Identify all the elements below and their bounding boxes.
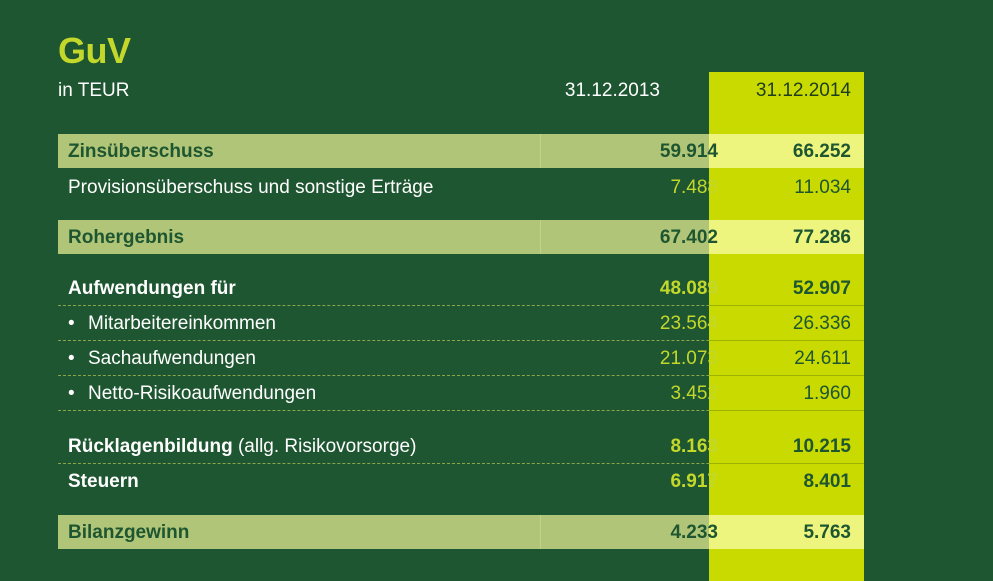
value-2013: 59.914 <box>659 141 718 162</box>
row-divider <box>58 463 864 464</box>
value-2013: 67.402 <box>659 227 718 248</box>
row-divider-highlight <box>709 375 864 376</box>
row-label: Mitarbeitereinkommen <box>88 313 276 334</box>
row-divider <box>58 340 864 341</box>
column-header-2013: 31.12.2013 <box>564 80 660 101</box>
value-2013: 7.488 <box>670 177 718 198</box>
row-divider-highlight <box>709 463 864 464</box>
value-2014: 11.034 <box>794 177 851 198</box>
row-label: Aufwendungen für <box>68 278 236 299</box>
bullet-icon: • <box>68 383 75 404</box>
column-header-2014: 31.12.2014 <box>755 80 851 101</box>
row-ruecklagen: Rücklagenbildung (allg. Risikovorsorge) … <box>58 429 864 463</box>
row-divider <box>58 410 864 411</box>
value-2014: 24.611 <box>794 348 851 369</box>
row-sachaufwendungen: • Sachaufwendungen 21.073 24.611 <box>58 341 864 375</box>
row-label: Steuern <box>68 471 139 492</box>
row-label: Zinsüberschuss <box>68 141 214 162</box>
value-2014: 10.215 <box>792 436 851 457</box>
row-label: Provisionsüberschuss und sonstige Erträg… <box>68 177 434 198</box>
value-2013: 6.917 <box>670 471 718 492</box>
row-mitarbeiter: • Mitarbeitereinkommen 23.564 26.336 <box>58 306 864 340</box>
row-label: Sachaufwendungen <box>88 348 256 369</box>
row-divider-highlight <box>709 305 864 306</box>
row-bilanzgewinn: Bilanzgewinn 4.233 5.763 <box>58 515 864 549</box>
row-steuern: Steuern 6.917 8.401 <box>58 464 864 498</box>
row-divider-highlight <box>709 340 864 341</box>
page-title: GuV <box>58 30 131 71</box>
value-2013: 3.452 <box>670 383 718 404</box>
row-divider <box>58 375 864 376</box>
value-2013: 21.073 <box>659 348 718 369</box>
value-2014: 66.252 <box>792 141 851 162</box>
value-2014: 1.960 <box>803 383 851 404</box>
value-2013: 4.233 <box>670 522 718 543</box>
row-note: (allg. Risikovorsorge) <box>237 436 417 457</box>
bullet-icon: • <box>68 313 75 334</box>
unit-label: in TEUR <box>58 80 130 101</box>
value-2013: 48.089 <box>659 278 718 299</box>
row-label: Netto-Risikoaufwendungen <box>88 383 317 404</box>
value-2014: 77.286 <box>792 227 851 248</box>
value-2014: 52.907 <box>792 278 851 299</box>
row-risiko: • Netto-Risikoaufwendungen 3.452 1.960 <box>58 376 864 410</box>
row-rohergebnis: Rohergebnis 67.402 77.286 <box>58 220 864 254</box>
row-label: Bilanzgewinn <box>68 522 190 543</box>
value-2014: 5.763 <box>803 522 851 543</box>
row-label: Rohergebnis <box>68 227 185 248</box>
row-label: Rücklagenbildung <box>68 436 233 457</box>
value-2013: 23.564 <box>659 313 718 334</box>
value-2013: 8.163 <box>670 436 718 457</box>
row-divider <box>58 305 864 306</box>
value-2014: 8.401 <box>803 471 851 492</box>
row-divider-highlight <box>709 410 864 411</box>
row-provision: Provisionsüberschuss und sonstige Erträg… <box>58 170 864 204</box>
bullet-icon: • <box>68 348 75 369</box>
row-aufwendungen: Aufwendungen für 48.089 52.907 <box>58 271 864 305</box>
row-zinsueberschuss: Zinsüberschuss 59.914 66.252 <box>58 134 864 168</box>
value-2014: 26.336 <box>792 313 851 334</box>
